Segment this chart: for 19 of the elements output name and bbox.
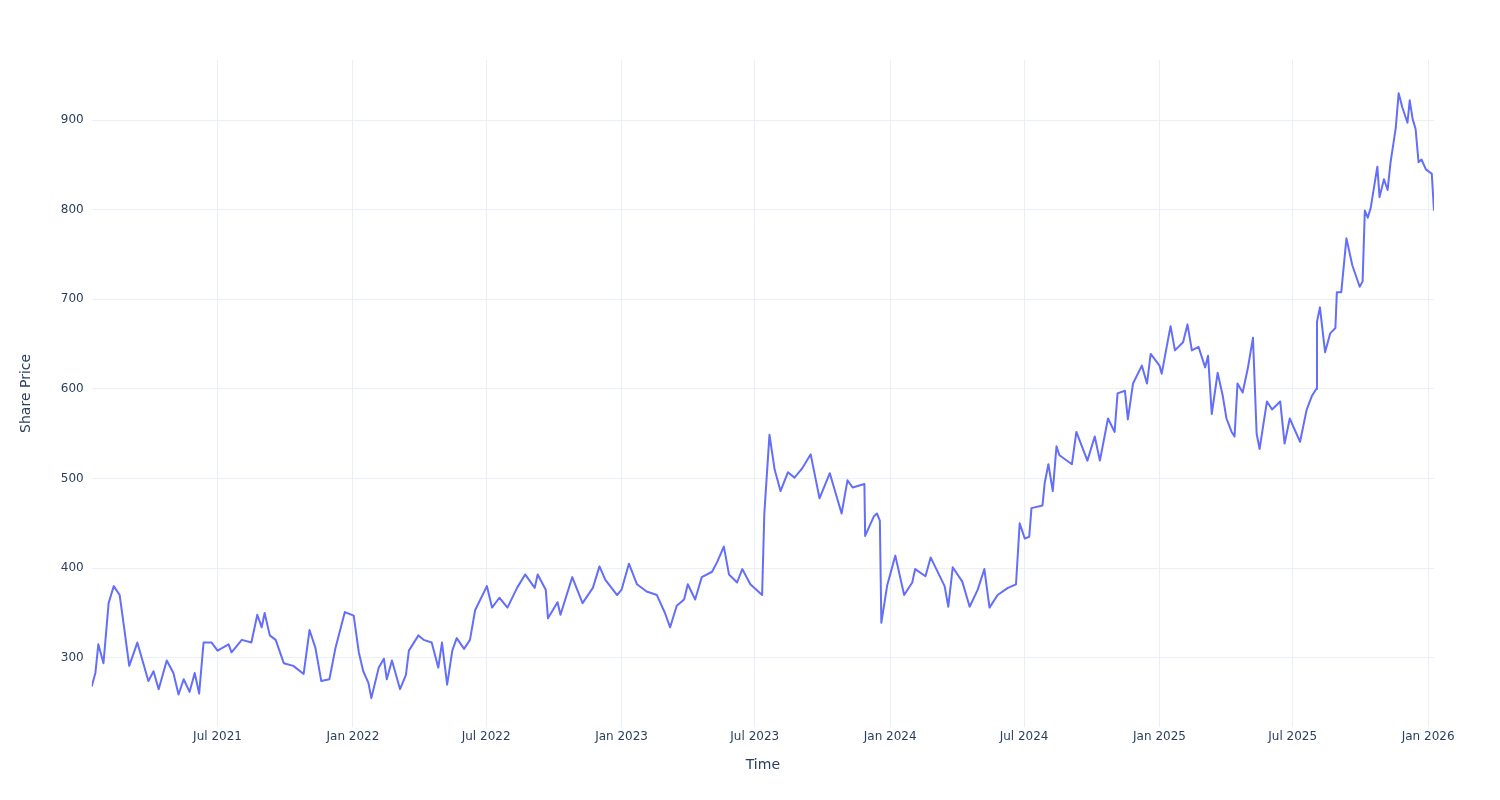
x-tick-label: Jan 2022 [325,729,380,744]
x-tick-label: Jan 2026 [1400,729,1455,744]
y-tick-label: 300 [60,649,84,664]
y-tick-label: 400 [60,560,84,575]
x-tick-label: Jul 2021 [192,729,242,744]
x-tick-label: Jul 2023 [729,729,780,744]
x-tick-label: Jan 2023 [594,729,648,744]
x-tick-label: Jul 2024 [998,729,1049,744]
x-tick-label: Jul 2022 [460,729,511,744]
x-tick-label: Jan 2025 [1132,729,1186,744]
y-axis-title: Share Price [17,353,34,433]
y-tick-label: 700 [60,291,84,306]
x-tick-label: Jul 2025 [1267,729,1318,744]
x-axis-title: Time [744,756,780,773]
x-tick-label: Jan 2024 [862,729,917,744]
y-tick-label: 900 [60,112,84,127]
y-tick-label: 500 [60,470,84,485]
y-tick-label: 600 [60,381,84,396]
y-tick-label: 800 [60,201,84,216]
